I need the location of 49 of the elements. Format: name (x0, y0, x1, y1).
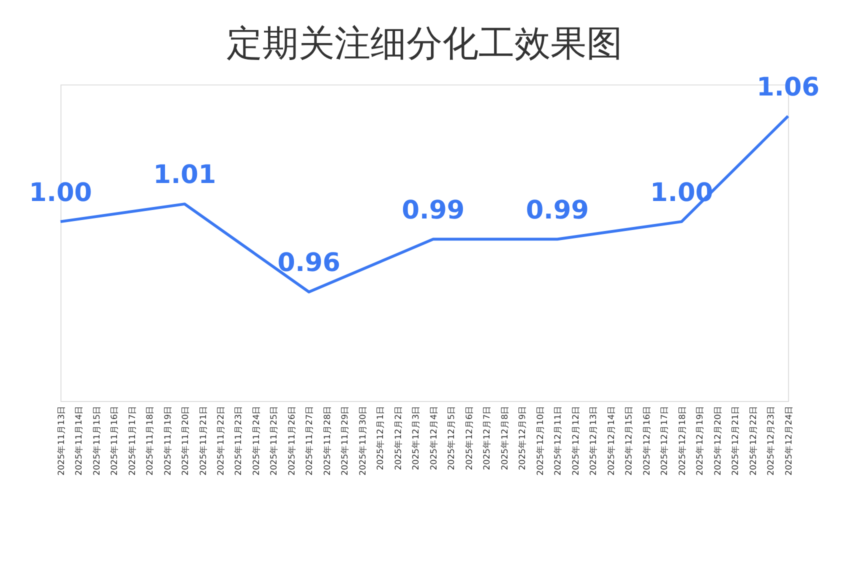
x-tick-label: 2025年12月23日 (766, 405, 777, 476)
x-tick-label: 2025年12月13日 (588, 405, 600, 476)
data-label: 1.01 (153, 160, 216, 190)
x-tick-label: 2025年11月21日 (198, 405, 209, 476)
x-tick-label: 2025年11月18日 (144, 405, 156, 476)
x-tick-label: 2025年12月9日 (517, 405, 528, 470)
x-tick-label: 2025年12月8日 (499, 405, 510, 470)
x-tick-label: 2025年11月22日 (216, 405, 226, 476)
x-tick-label: 2025年11月25日 (268, 405, 280, 476)
x-tick-label: 2025年11月23日 (233, 405, 244, 476)
x-tick-label: 2025年12月11日 (552, 405, 564, 476)
x-tick-label: 2025年12月12日 (570, 405, 582, 476)
x-tick-label: 2025年12月17日 (659, 405, 670, 476)
x-tick-label: 2025年12月24日 (783, 405, 794, 476)
data-label: 1.00 (29, 178, 92, 208)
chart-title: 定期关注细分化工效果图 (226, 24, 622, 65)
x-tick-label: 2025年11月13日 (56, 405, 67, 476)
x-tick-label: 2025年11月14日 (74, 405, 85, 476)
x-tick-label: 2025年12月3日 (410, 405, 422, 470)
x-tick-label: 2025年12月19日 (694, 405, 706, 476)
x-tick-label: 2025年11月26日 (286, 405, 298, 476)
x-tick-label: 2025年11月19日 (162, 405, 174, 476)
x-tick-label: 2025年12月22日 (748, 405, 759, 476)
x-tick-label: 2025年12月6日 (464, 405, 475, 470)
data-label: 0.99 (402, 195, 465, 226)
x-tick-label: 2025年11月27日 (304, 405, 316, 476)
x-tick-label: 2025年12月14日 (606, 405, 617, 476)
x-tick-label: 2025年12月21日 (730, 405, 742, 476)
x-tick-label: 2025年11月28日 (322, 405, 333, 476)
x-tick-label: 2025年11月30日 (357, 405, 368, 476)
data-label: 0.99 (526, 195, 589, 226)
x-tick-label: 2025年12月5日 (446, 405, 458, 470)
x-tick-label: 2025年12月15日 (624, 405, 635, 476)
x-tick-label: 2025年12月16日 (641, 405, 652, 476)
data-label: 0.96 (277, 248, 340, 278)
x-tick-label: 2025年12月2日 (392, 405, 404, 470)
x-tick-label: 2025年11月24日 (250, 405, 262, 476)
x-tick-label: 2025年12月4日 (428, 405, 440, 470)
data-label: 1.06 (756, 72, 820, 102)
x-tick-label: 2025年12月7日 (482, 405, 493, 470)
x-tick-label: 2025年12月18日 (676, 405, 688, 476)
x-tick-label: 2025年12月20日 (712, 405, 724, 476)
x-tick-label: 2025年12月10日 (534, 405, 546, 476)
x-tick-label: 2025年11月29日 (340, 405, 351, 476)
x-tick-label: 2025年12月1日 (375, 405, 386, 470)
x-tick-label: 2025年11月17日 (126, 405, 138, 476)
x-tick-label: 2025年11月15日 (91, 405, 102, 476)
x-tick-label: 2025年11月20日 (180, 405, 192, 476)
x-tick-label: 2025年11月16日 (109, 405, 120, 476)
